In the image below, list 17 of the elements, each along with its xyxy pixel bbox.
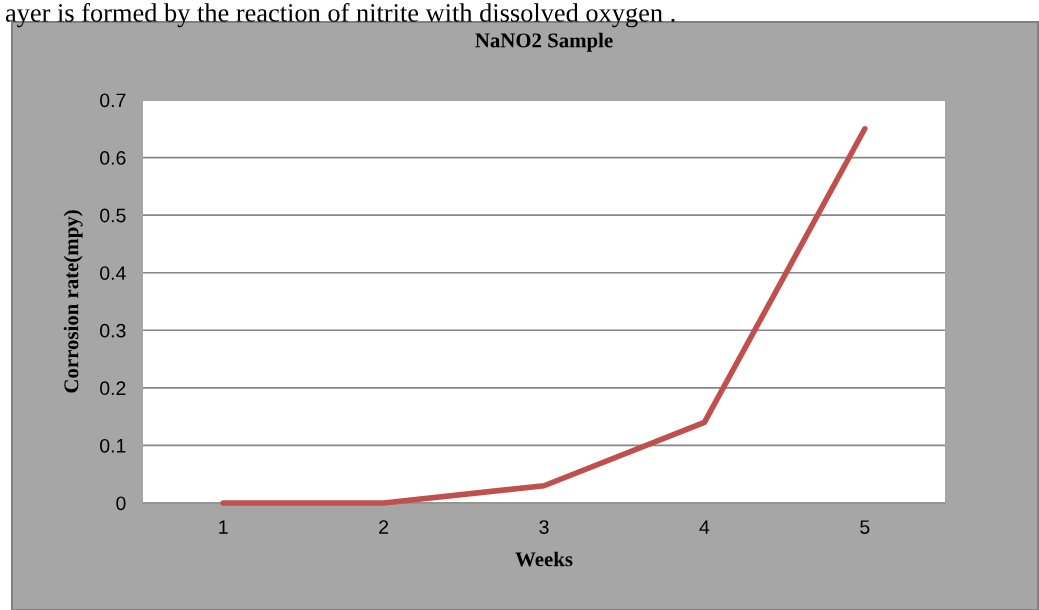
y-tick-label: 0.7 xyxy=(100,93,126,108)
y-tick-label: 0.2 xyxy=(100,381,126,396)
x-tick-label: 2 xyxy=(379,520,389,534)
y-tick-label: 0.5 xyxy=(100,208,126,223)
y-tick-label: 0 xyxy=(116,496,126,511)
y-tick-label: 0.4 xyxy=(100,266,126,280)
chart-title: NaNO2 Sample xyxy=(475,32,613,52)
x-tick-label: 1 xyxy=(219,520,228,534)
text: ayer is formed by the reaction of nitrite with dissolved oxygen . xyxy=(5,3,675,28)
y-tick-label: 0.1 xyxy=(100,438,126,453)
y-tick-label: 0.3 xyxy=(100,323,126,338)
x-tick-label: 3 xyxy=(539,520,549,534)
y-axis-title: Corrosion rate(mpy) xyxy=(63,210,83,393)
y-tick-label: 0.6 xyxy=(100,151,126,165)
x-axis-title: Weeks xyxy=(515,551,573,567)
x-tick-label: 4 xyxy=(699,520,710,534)
x-tick-label: 5 xyxy=(860,520,870,534)
